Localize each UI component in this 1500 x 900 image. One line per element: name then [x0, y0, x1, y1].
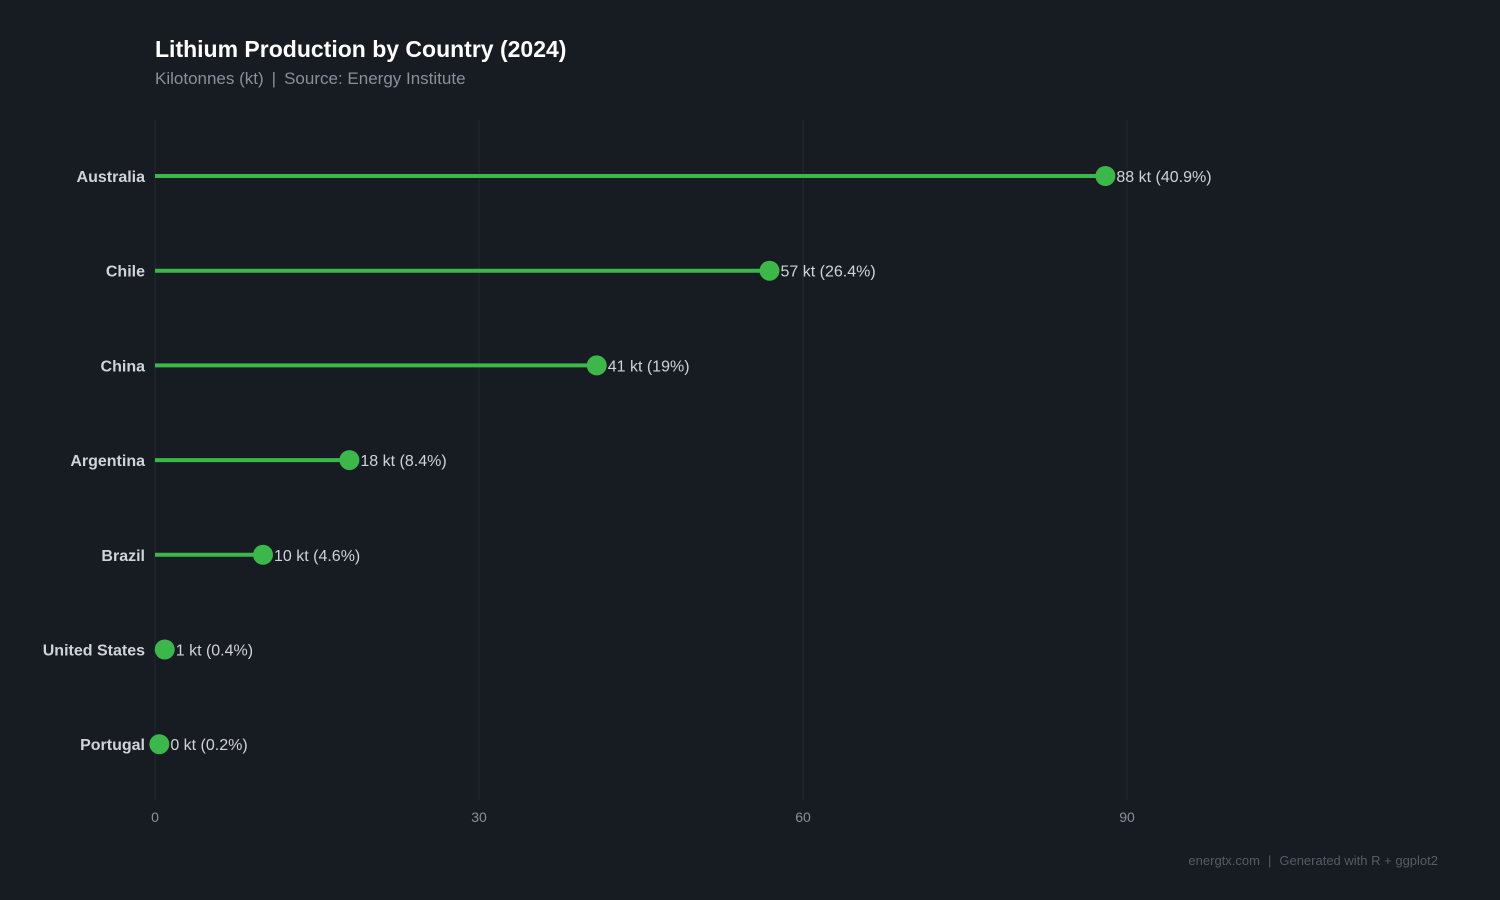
- y-tick-label: Portugal: [80, 737, 145, 754]
- footer-generator: Generated with R + ggplot2: [1279, 853, 1438, 868]
- footer: energtx.com | Generated with R + ggplot2: [1188, 853, 1438, 868]
- data-label: 57 kt (26.4%): [781, 264, 876, 281]
- lollipop-point: [149, 734, 170, 755]
- x-tick-label: 60: [795, 809, 811, 825]
- y-tick-label: Chile: [106, 264, 145, 281]
- x-tick-label: 90: [1119, 809, 1135, 825]
- lollipop-point: [339, 450, 360, 471]
- lollipop-point: [759, 260, 780, 281]
- y-tick-label: Australia: [77, 169, 146, 186]
- data-label: 88 kt (40.9%): [1116, 169, 1211, 186]
- lollipop-point: [253, 544, 273, 565]
- subtitle-separator: |: [271, 69, 277, 88]
- lollipop-point: [1095, 166, 1116, 186]
- lollipop-point: [154, 639, 175, 660]
- data-label: 18 kt (8.4%): [360, 453, 446, 470]
- footer-site: energtx.com: [1188, 853, 1260, 868]
- x-tick-label: 0: [151, 809, 159, 825]
- data-label: 0 kt (0.2%): [170, 737, 247, 754]
- y-tick-label: Argentina: [70, 453, 145, 470]
- data-label: 10 kt (4.6%): [274, 548, 360, 565]
- chart-subtitle: Kilotonnes (kt) | Source: Energy Institute: [155, 69, 466, 89]
- data-label: 41 kt (19%): [608, 358, 690, 375]
- subtitle-source: Source: Energy Institute: [284, 69, 466, 88]
- data-label: 1 kt (0.4%): [176, 643, 253, 660]
- y-tick-label: Brazil: [101, 548, 145, 565]
- chart-title: Lithium Production by Country (2024): [155, 36, 567, 62]
- y-tick-label: United States: [43, 643, 145, 660]
- y-tick-label: China: [101, 358, 146, 375]
- subtitle-unit: Kilotonnes (kt): [155, 69, 264, 88]
- x-tick-label: 30: [471, 809, 487, 825]
- footer-separator: |: [1267, 853, 1272, 868]
- lollipop-point: [586, 355, 607, 376]
